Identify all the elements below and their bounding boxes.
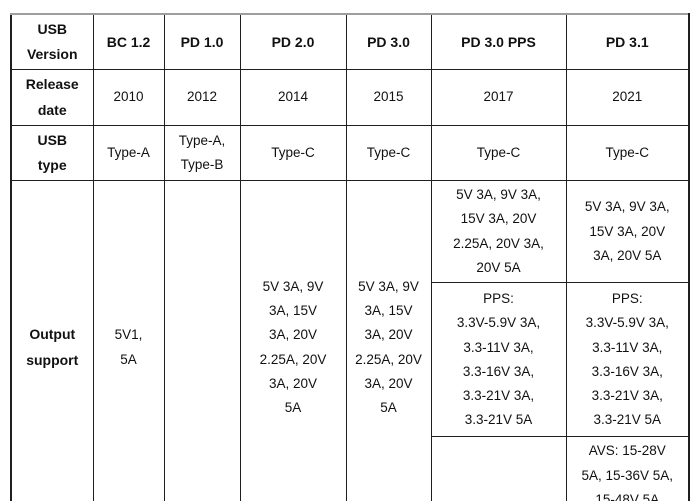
col-header-bc-1-2: BC 1.2 bbox=[92, 13, 165, 71]
cell-type-pd-3-1: Type-C bbox=[565, 124, 690, 182]
cell-output-pd-3-0-pps-pps: PPS: 3.3V-5.9V 3A, 3.3-11V 3A, 3.3-16V 3… bbox=[430, 282, 567, 438]
cell-type-pd-1-0: Type-A, Type-B bbox=[163, 124, 241, 182]
cell-output-pd-3-0-pps-fixed: 5V 3A, 9V 3A, 15V 3A, 20V 2.25A, 20V 3A,… bbox=[430, 180, 567, 284]
table-row-release-date: Release date 2010 2012 2014 2015 2017 20… bbox=[10, 69, 690, 126]
col-header-pd-3-0-pps: PD 3.0 PPS bbox=[430, 13, 567, 71]
cell-output-bc-1-2: 5V1, 5A bbox=[92, 180, 165, 501]
table-row-output-support-avs: AVS: 15-28V 5A, 15-36V 5A, 15-48V 5A bbox=[11, 436, 690, 501]
cell-release-pd-3-0-pps: 2017 bbox=[430, 69, 567, 126]
col-header-pd-1-0: PD 1.0 bbox=[163, 13, 241, 71]
cell-output-pd-3-0-pps-avs bbox=[430, 436, 567, 501]
cell-release-pd-2-0: 2014 bbox=[239, 69, 347, 126]
col-header-pd-2-0: PD 2.0 bbox=[239, 13, 347, 71]
usb-pd-comparison-table: USB Version BC 1.2 PD 1.0 PD 2.0 PD 3.0 … bbox=[10, 13, 690, 501]
col-header-pd-3-1: PD 3.1 bbox=[565, 13, 690, 71]
cell-type-pd-3-0-pps: Type-C bbox=[430, 124, 567, 182]
cell-release-pd-3-0: 2015 bbox=[345, 69, 432, 126]
cell-type-pd-3-0: Type-C bbox=[345, 124, 432, 182]
cell-output-pd-3-1-fixed: 5V 3A, 9V 3A, 15V 3A, 20V 3A, 20V 5A bbox=[565, 180, 690, 284]
table-row-usb-version: USB Version BC 1.2 PD 1.0 PD 2.0 PD 3.0 … bbox=[10, 13, 690, 71]
table-row-usb-type: USB type Type-A Type-A, Type-B Type-C Ty… bbox=[10, 124, 690, 182]
row-header-output-support: Output support bbox=[10, 180, 94, 501]
cell-output-pd-1-0 bbox=[163, 180, 241, 501]
cell-output-pd-3-1-pps: PPS: 3.3V-5.9V 3A, 3.3-11V 3A, 3.3-16V 3… bbox=[565, 282, 690, 438]
row-header-usb-type: USB type bbox=[10, 124, 94, 182]
row-header-usb-version: USB Version bbox=[10, 13, 94, 71]
cell-output-pd-2-0: 5V 3A, 9V 3A, 15V 3A, 20V 2.25A, 20V 3A,… bbox=[239, 180, 347, 501]
cell-output-pd-3-0: 5V 3A, 9V 3A, 15V 3A, 20V 2.25A, 20V 3A,… bbox=[345, 180, 432, 501]
table-row-output-support-fixed: Output support 5V1, 5A 5V 3A, 9V 3A, 15V… bbox=[10, 180, 690, 501]
row-header-release-date: Release date bbox=[10, 69, 94, 126]
col-header-pd-3-0: PD 3.0 bbox=[345, 13, 432, 71]
cell-type-pd-2-0: Type-C bbox=[239, 124, 347, 182]
cell-type-bc-1-2: Type-A bbox=[92, 124, 165, 182]
cell-release-pd-3-1: 2021 bbox=[565, 69, 690, 126]
cell-release-pd-1-0: 2012 bbox=[163, 69, 241, 126]
cell-release-bc-1-2: 2010 bbox=[92, 69, 165, 126]
cell-output-pd-3-1-avs: AVS: 15-28V 5A, 15-36V 5A, 15-48V 5A bbox=[565, 436, 690, 501]
table-row-output-support-pps: PPS: 3.3V-5.9V 3A, 3.3-11V 3A, 3.3-16V 3… bbox=[11, 282, 690, 438]
